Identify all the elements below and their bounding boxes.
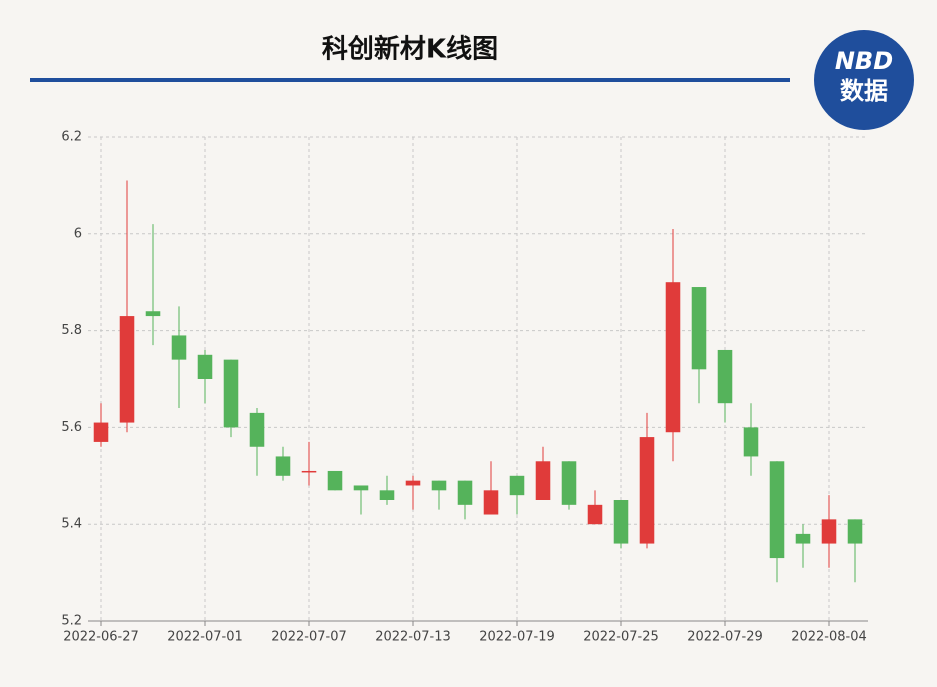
candle-body <box>639 437 655 544</box>
candle-body <box>197 354 213 379</box>
candle-body <box>587 504 603 525</box>
candle-body <box>249 412 265 447</box>
candle-body <box>431 480 447 491</box>
candle-body <box>457 480 473 505</box>
candle-body <box>379 490 395 500</box>
x-tick-label: 2022-07-19 <box>479 630 555 645</box>
candle-body <box>405 480 421 486</box>
candle-body <box>613 500 629 544</box>
candle-body <box>275 456 291 476</box>
x-tick-label: 2022-08-04 <box>791 630 867 645</box>
candle-body <box>795 533 811 544</box>
candle-body <box>847 519 863 544</box>
candle-body <box>509 475 525 496</box>
chart-title: 科创新材K线图 <box>322 34 498 65</box>
x-tick-label: 2022-06-27 <box>63 630 139 645</box>
x-tick-label: 2022-07-01 <box>167 630 243 645</box>
x-tick-label: 2022-07-07 <box>271 630 347 645</box>
y-tick-label: 6.2 <box>61 130 82 145</box>
y-tick-label: 5.8 <box>61 323 82 338</box>
candle-body <box>743 427 759 457</box>
candle-body <box>717 349 733 404</box>
candle-body <box>691 287 707 370</box>
candle-body <box>561 461 577 505</box>
candle-body <box>145 311 161 317</box>
x-tick-label: 2022-07-29 <box>687 630 763 645</box>
candle-body <box>119 316 135 423</box>
candle-body <box>301 470 317 473</box>
candle-body <box>665 282 681 433</box>
candle-body <box>535 461 551 500</box>
logo-bottom: 数据 <box>840 77 888 105</box>
title-rule <box>30 78 790 82</box>
candle-body <box>171 335 187 360</box>
candle-body <box>353 485 369 491</box>
candle-body <box>327 470 343 491</box>
candle-body <box>769 461 785 559</box>
y-tick-label: 6 <box>74 226 82 241</box>
y-tick-label: 5.4 <box>61 517 82 532</box>
x-tick-label: 2022-07-13 <box>375 630 451 645</box>
logo-top: NBD <box>835 47 893 75</box>
y-tick-label: 5.6 <box>61 420 82 435</box>
y-tick-label: 5.2 <box>61 614 82 629</box>
candle-body <box>821 519 837 544</box>
x-tick-label: 2022-07-25 <box>583 630 659 645</box>
logo <box>814 30 914 130</box>
candle-body <box>223 359 239 428</box>
candle-body <box>93 422 109 442</box>
candle-body <box>483 490 499 515</box>
